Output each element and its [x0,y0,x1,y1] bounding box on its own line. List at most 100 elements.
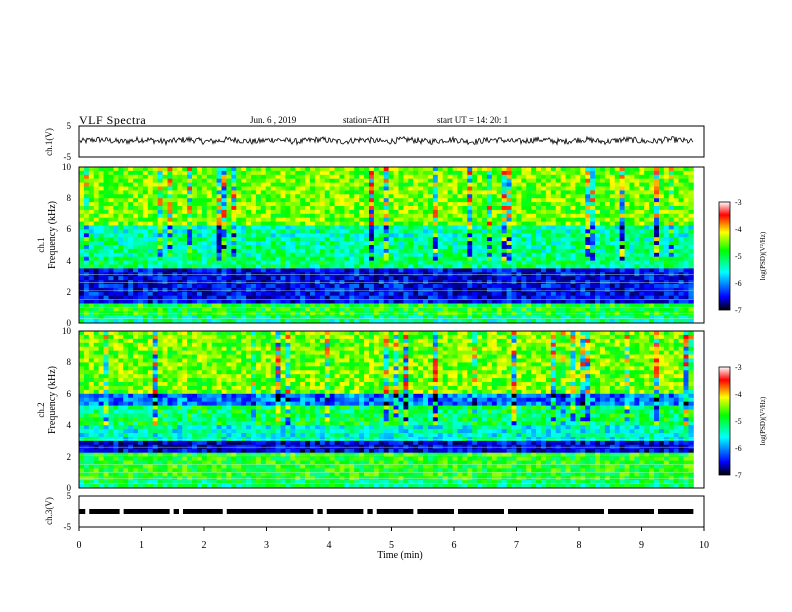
spectrogram-cell [629,295,635,300]
spectrogram-cell [521,295,527,300]
spectrogram-cell [654,268,660,273]
spectrogram-cell [585,202,591,207]
spectrogram-cell [137,276,144,281]
spectrogram-cell [432,284,439,289]
spectrogram-cell [364,303,370,308]
spectrogram-cell [349,217,355,222]
spectrogram-cell [658,190,665,195]
spectrogram-cell [255,202,262,207]
spectrogram-cell [187,182,193,187]
spectrogram-cell [359,190,365,195]
spectrogram-cell [290,225,296,230]
spectrogram-cell [619,252,625,258]
spectrogram-cell [172,245,178,250]
spectrogram-cell [270,190,277,195]
spectrogram-cell [236,178,242,183]
spectrogram-cell [447,202,453,207]
spectrogram-cell [418,178,424,183]
spectrogram-cell [201,315,208,320]
spectrogram-cell [103,256,109,261]
spectrogram-cell [167,233,173,238]
spectrogram-cell [511,225,517,230]
spectrogram-cell [550,260,557,265]
spectrogram-cell [157,221,163,226]
spectrogram-cell [103,206,109,211]
spectrogram-cell [472,268,478,273]
spectrogram-cell [334,186,340,191]
spectrogram-cell [614,284,621,289]
spectrogram-cell [541,260,547,265]
spectrogram-cell [359,198,365,203]
spectrogram-cell [496,206,503,211]
spectrogram-cell [545,315,552,320]
spectrogram-cell [619,299,625,304]
spectrogram-cell [275,209,281,215]
spectrogram-cell [93,213,100,219]
spectrogram-cell [354,252,360,258]
spectrogram-cell [634,174,640,180]
spectrogram-cell [531,229,537,234]
spectrogram-cell [295,237,301,242]
spectrogram-cell [123,248,129,254]
spectrogram-cell [133,252,139,258]
spectrogram-cell [619,178,625,183]
spectrogram-cell [432,190,439,195]
spectrogram-cell [221,198,227,203]
spectrogram-cell [167,303,173,308]
spectrogram-cell [649,252,655,258]
spectrogram-cell [491,190,498,195]
spectrogram-cell [128,174,134,180]
spectrogram-cell [300,237,306,242]
spectrogram-cell [295,182,301,187]
spectrogram-cell [555,190,562,195]
spectrogram-cell [634,248,640,254]
spectrogram-cell [575,225,581,230]
spectrogram-cell [255,217,262,222]
spectrogram-cell [226,225,232,230]
spectrogram-cell [118,186,124,191]
spectrogram-cell [364,284,370,289]
spectrogram-cell [398,233,404,238]
spectrogram-cell [123,291,129,297]
spectrogram-cell [467,268,473,273]
spectrogram-cell [310,291,316,297]
spectrogram-cell [668,260,675,265]
spectrogram-cell [211,307,218,312]
spectrogram-cell [167,315,173,320]
spectrogram-cell [545,245,552,250]
spectrogram-cell [305,303,311,308]
spectrogram-cell [678,221,684,226]
spectrogram-cell [486,248,493,254]
spectrogram-cell [521,233,527,238]
spectrogram-cell [300,202,306,207]
spectrogram-cell [599,206,606,211]
spectrogram-cell [555,217,562,222]
spectrogram-cell [560,237,566,242]
spectrogram-cell [290,307,296,312]
spectrogram-cell [295,202,301,207]
spectrogram-cell [531,202,537,207]
spectrogram-cell [260,245,267,250]
station-label: station=ATH [343,115,390,125]
spectrogram-cell [108,319,114,324]
spectrogram-cell [373,213,380,219]
spectrogram-cell [393,264,399,269]
spectrogram-cell [211,299,218,304]
spectrogram-cell [167,284,173,289]
spectrogram-cell [177,209,183,215]
spectrogram-cell [133,198,139,203]
spectrogram-cell [236,245,242,250]
spectrogram-cell [477,319,483,324]
spectrogram-cell [536,260,542,265]
spectrogram-cell [98,268,104,273]
spectrogram-cell [172,252,178,258]
spectrogram-cell [275,217,281,222]
spectrogram-cell [157,260,163,265]
spectrogram-cell [103,186,109,191]
spectrogram-cell [427,295,434,300]
spectrogram-cell [79,170,85,176]
spectrogram-cell [108,295,114,300]
spectrogram-cell [231,315,237,320]
spectrogram-cell [408,264,414,269]
spectrogram-cell [344,260,350,265]
